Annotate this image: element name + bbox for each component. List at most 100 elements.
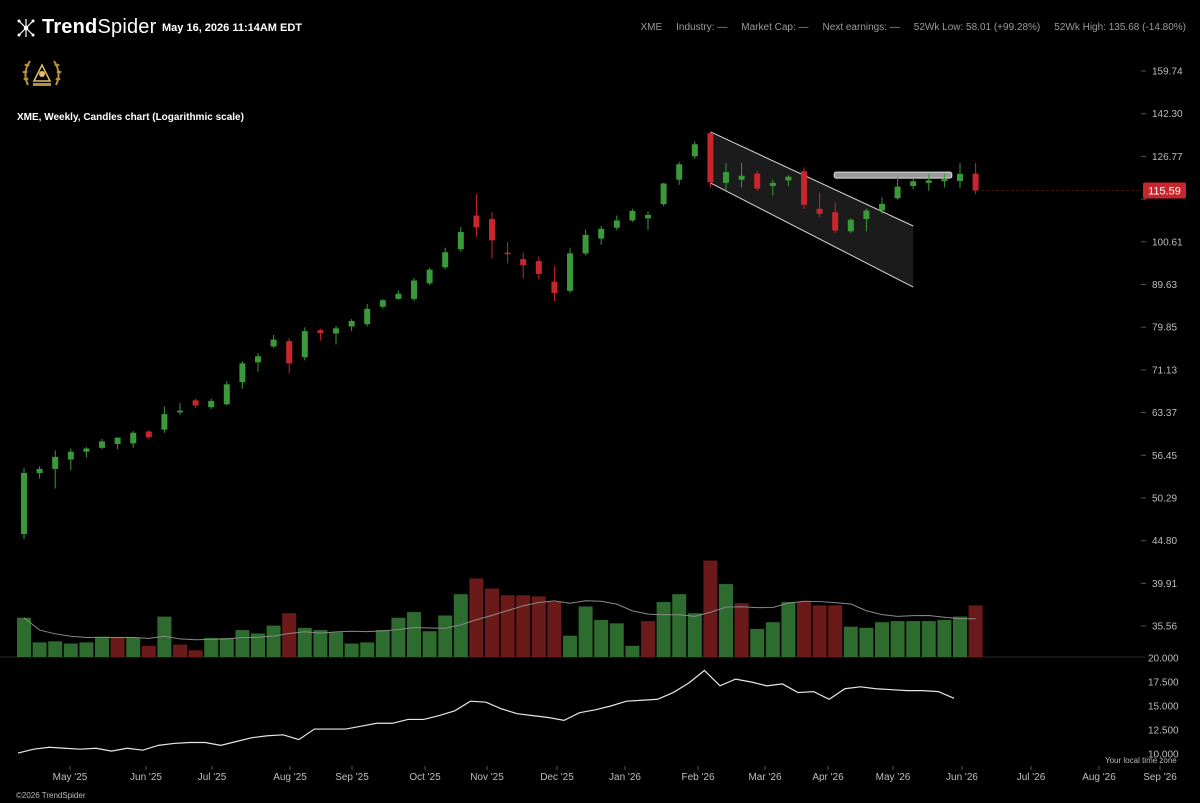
info-market-cap: Market Cap: — bbox=[741, 22, 809, 33]
volume-bar bbox=[687, 613, 702, 657]
volume-bar bbox=[765, 622, 780, 657]
price-tick-label: 71.13 bbox=[1152, 365, 1177, 376]
volume-bar bbox=[672, 594, 687, 657]
volume-bar bbox=[438, 615, 453, 657]
candle-body bbox=[785, 176, 792, 181]
brand-logo: TrendSpider bbox=[16, 16, 156, 39]
time-tick-label: Jun '25 bbox=[130, 772, 162, 783]
volume-bar bbox=[578, 606, 593, 657]
volume-bar bbox=[656, 602, 671, 657]
time-tick-label: Jul '25 bbox=[198, 772, 227, 783]
candle-body bbox=[333, 328, 339, 334]
volume-bar bbox=[95, 636, 109, 657]
volume-bar bbox=[219, 637, 234, 657]
volume-bar bbox=[781, 602, 796, 657]
candle-body bbox=[52, 456, 59, 469]
volume-bar bbox=[360, 642, 375, 657]
candle-body bbox=[535, 261, 542, 275]
candle-body bbox=[301, 331, 308, 358]
candle-body bbox=[317, 330, 324, 333]
volume-bar bbox=[17, 617, 31, 657]
volume-bar bbox=[329, 632, 343, 657]
time-tick-label: May '26 bbox=[876, 772, 911, 783]
candle-body bbox=[161, 414, 168, 430]
info-next-earnings: Next earnings: — bbox=[822, 22, 900, 33]
candle-body bbox=[629, 210, 636, 221]
indicator-tick-label: 10.000 bbox=[1148, 750, 1179, 761]
candle-body bbox=[67, 451, 74, 460]
candle-body bbox=[239, 363, 246, 383]
candle-body bbox=[270, 339, 277, 347]
volume-bar bbox=[812, 605, 827, 657]
volume-bar bbox=[625, 645, 640, 657]
indicator-tick-label: 15.000 bbox=[1148, 702, 1179, 713]
time-tick-label: Aug '26 bbox=[1082, 772, 1116, 783]
volume-bar bbox=[890, 621, 905, 657]
indicator-pane bbox=[17, 669, 955, 754]
indicator-line bbox=[17, 669, 955, 754]
price-tick-label: 79.85 bbox=[1152, 323, 1177, 334]
info-symbol: XME bbox=[640, 22, 663, 33]
time-tick-label: Feb '26 bbox=[681, 772, 714, 783]
candle-body bbox=[145, 431, 152, 438]
volume-bar bbox=[937, 619, 952, 657]
volume-bar bbox=[469, 578, 484, 657]
candle-body bbox=[816, 208, 823, 214]
volume-bar bbox=[859, 627, 874, 657]
candle-body bbox=[551, 281, 558, 293]
indicator-tick-label: 12.500 bbox=[1148, 726, 1179, 737]
candle-body bbox=[99, 441, 105, 448]
chart-title: XME, Weekly, Candles chart (Logarithmic … bbox=[17, 112, 244, 123]
candle-body bbox=[130, 432, 137, 444]
volume-bar bbox=[641, 621, 655, 657]
candle-body bbox=[738, 175, 745, 180]
price-tick-label: 39.91 bbox=[1152, 579, 1177, 590]
indicator-tick-label: 20.000 bbox=[1148, 654, 1179, 665]
time-tick-label: May '25 bbox=[53, 772, 88, 783]
volume-bar bbox=[251, 633, 265, 657]
time-tick-label: Sep '25 bbox=[335, 772, 369, 783]
time-tick-label: Dec '25 bbox=[540, 772, 574, 783]
channel-fill bbox=[710, 131, 914, 288]
price-tick-label: 100.61 bbox=[1152, 237, 1183, 248]
candle-body bbox=[582, 234, 589, 254]
volume-bar bbox=[126, 637, 141, 657]
candle-body bbox=[676, 164, 683, 180]
brand-bold: Trend bbox=[42, 16, 98, 38]
chart-datetime: May 16, 2026 11:14AM EDT bbox=[162, 22, 303, 34]
price-tick-label: 44.80 bbox=[1152, 536, 1177, 547]
volume-bar bbox=[843, 626, 858, 657]
candle-body bbox=[754, 173, 761, 189]
volume-bar bbox=[750, 628, 765, 657]
brand-light: Spider bbox=[97, 16, 157, 38]
time-tick-label: Jan '26 bbox=[609, 772, 641, 783]
candle-body bbox=[364, 308, 371, 325]
drawing-overlay bbox=[710, 131, 953, 288]
time-tick-label: Mar '26 bbox=[748, 772, 781, 783]
volume-bar bbox=[141, 645, 156, 657]
candle-body bbox=[411, 280, 417, 299]
timezone-label: Your local time zone bbox=[1105, 756, 1177, 765]
candle-body bbox=[473, 215, 480, 228]
volume-bar bbox=[204, 637, 219, 657]
candle-body bbox=[395, 293, 402, 299]
candle-body bbox=[613, 220, 620, 228]
volume-bar bbox=[32, 642, 47, 657]
candle-body bbox=[504, 252, 511, 255]
volume-bar bbox=[391, 617, 406, 657]
time-tick-label: Sep '26 bbox=[1143, 772, 1177, 783]
candle-body bbox=[910, 181, 917, 187]
candles bbox=[21, 131, 979, 540]
info-52wk-low: 52Wk Low: 58.01 (+99.28%) bbox=[913, 22, 1041, 33]
volume-bar bbox=[953, 616, 967, 657]
candle-body bbox=[255, 356, 261, 363]
last-price-badge bbox=[1143, 182, 1186, 199]
candle-body bbox=[489, 219, 495, 241]
candle-body bbox=[801, 171, 807, 205]
candle-body bbox=[83, 448, 90, 452]
info-industry: Industry: — bbox=[676, 22, 728, 33]
volume-bar bbox=[282, 613, 297, 657]
time-tick-label: Apr '26 bbox=[812, 772, 844, 783]
